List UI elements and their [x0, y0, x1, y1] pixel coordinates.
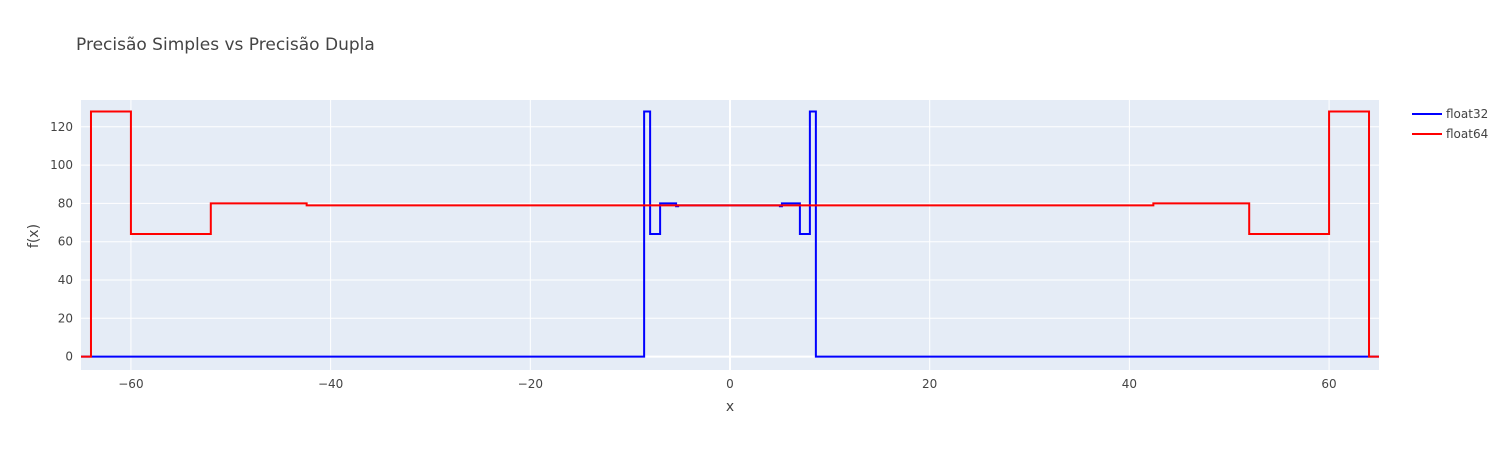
- series-line-float64: [81, 110, 1379, 358]
- legend-item-float32[interactable]: float32: [1412, 107, 1488, 121]
- y-tick-label: 60: [58, 235, 73, 249]
- y-tick-label: 80: [58, 196, 73, 210]
- x-tick-label: −60: [118, 377, 143, 391]
- chart-title: Precisão Simples vs Precisão Dupla: [76, 35, 375, 55]
- legend[interactable]: float32 float64: [1412, 107, 1488, 141]
- series-lines: [81, 110, 1379, 358]
- x-tick-label: 0: [726, 377, 734, 391]
- legend-label: float64: [1446, 127, 1488, 141]
- x-axis-ticks: −60 −40 −20 0 20 40 60: [118, 377, 1336, 391]
- y-axis-ticks: 0 20 40 60 80 100 120: [50, 120, 73, 364]
- y-tick-label: 120: [50, 120, 73, 134]
- x-axis-label: x: [726, 399, 734, 415]
- y-axis-label: f(x): [26, 224, 42, 248]
- legend-item-float64[interactable]: float64: [1412, 127, 1488, 141]
- y-tick-label: 100: [50, 158, 73, 172]
- x-tick-label: 60: [1321, 377, 1336, 391]
- y-tick-label: 20: [58, 311, 73, 325]
- x-tick-label: −40: [318, 377, 343, 391]
- y-tick-label: 0: [65, 350, 73, 364]
- legend-label: float32: [1446, 107, 1488, 121]
- x-tick-label: 40: [1122, 377, 1137, 391]
- x-tick-label: 20: [922, 377, 937, 391]
- x-tick-label: −20: [518, 377, 543, 391]
- y-tick-label: 40: [58, 273, 73, 287]
